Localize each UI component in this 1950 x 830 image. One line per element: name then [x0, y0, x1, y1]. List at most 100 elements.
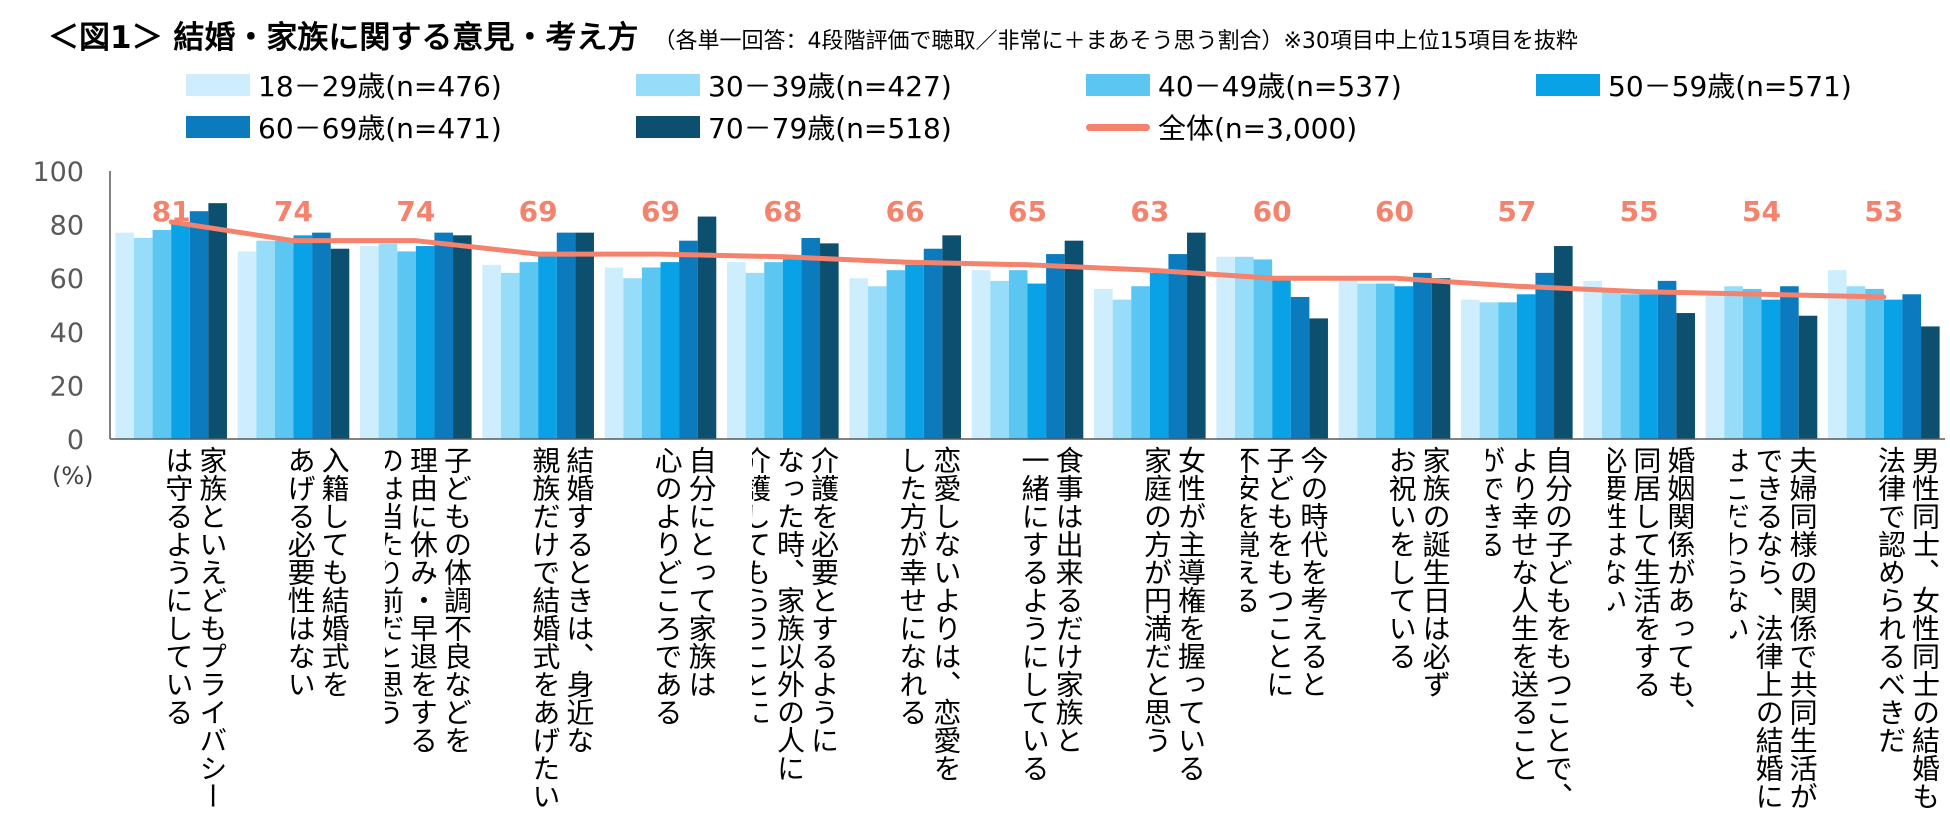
bar — [330, 248, 350, 439]
bar — [397, 251, 416, 439]
bar — [519, 262, 539, 439]
bar — [360, 246, 379, 439]
total-data-label: 54 — [1742, 195, 1781, 228]
bar — [1008, 270, 1028, 439]
bar — [820, 243, 839, 439]
legend: 18－29歳(n=476) 30－39歳(n=427) 40－49歳(n=537… — [0, 0, 1950, 145]
bar — [679, 240, 698, 439]
bar — [1516, 294, 1536, 439]
y-tick-label: 0 — [67, 425, 84, 456]
bar — [923, 248, 943, 439]
x-category-label: 恋愛しないよりは、恋愛を した方が幸せになれる — [895, 446, 963, 782]
x-category-label: 今の時代を考えると 子どもをもつことに 不安を覚える — [1241, 446, 1330, 698]
bar — [538, 254, 557, 439]
bar — [1094, 288, 1113, 439]
bar — [1676, 313, 1695, 439]
bar — [1431, 278, 1451, 439]
bar — [1112, 299, 1132, 439]
bar — [208, 203, 227, 439]
x-category-label: 子どもの体調不良などを 理由に休み・早退をする のは当たり前だと思う — [384, 446, 473, 754]
bar — [942, 235, 961, 439]
legend-item-60-69: 60－69歳(n=471) — [186, 110, 502, 145]
bar — [623, 278, 642, 439]
bar — [256, 240, 275, 439]
total-data-label: 74 — [274, 195, 313, 228]
legend-item-70-79: 70－79歳(n=518) — [636, 110, 952, 145]
legend-item-50-59: 50－59歳(n=571) — [1536, 68, 1852, 103]
legend-label: 全体(n=3,000) — [1158, 112, 1358, 145]
bar — [990, 280, 1009, 439]
bar — [1168, 254, 1188, 439]
bar — [415, 246, 435, 439]
total-data-label: 63 — [1130, 195, 1169, 228]
bar — [378, 243, 398, 439]
bar — [1131, 286, 1150, 439]
bar — [764, 262, 783, 439]
bar — [1461, 299, 1480, 439]
bar — [1583, 280, 1602, 439]
total-data-label: 69 — [519, 195, 558, 228]
x-category-label: 家族といえどもプライバシー は守るようにしている — [161, 446, 229, 810]
total-series-line — [168, 219, 1887, 300]
bar — [1724, 286, 1743, 439]
chart-title-main: ＜図1＞ 結婚・家族に関する意見・考え方 — [48, 20, 639, 56]
bar — [312, 232, 331, 439]
y-axis-unit: (%) — [52, 462, 94, 490]
bar — [727, 262, 746, 439]
bar — [1338, 278, 1358, 439]
y-tick-label: 20 — [50, 371, 84, 402]
bar — [1027, 283, 1047, 439]
x-category-label: 婚姻関係があっても、 同居して生活をする 必要性はない — [1608, 446, 1697, 726]
legend-label: 18－29歳(n=476) — [258, 70, 502, 103]
total-data-label: 66 — [886, 195, 925, 228]
x-category-label: 男性同士、女性同士の結婚も 法律で認められるべきだ — [1873, 446, 1941, 810]
chart-title-sub: （各単一回答：4段階評価で聴取／非常に＋まあそう思う割合）※30項目中上位15項… — [653, 29, 1578, 54]
bar — [1253, 259, 1273, 439]
bar — [1498, 302, 1517, 439]
bar — [1290, 296, 1310, 439]
bar — [133, 238, 153, 439]
total-data-label: 81 — [152, 195, 191, 228]
bar — [1705, 294, 1725, 439]
bar — [1357, 283, 1376, 439]
bar — [1761, 299, 1781, 439]
total-data-label: 60 — [1253, 195, 1292, 228]
legend-label: 50－59歳(n=571) — [1608, 70, 1852, 103]
x-category-label: 家族の誕生日は必ず お祝いをしている — [1384, 446, 1452, 698]
total-data-label: 74 — [396, 195, 435, 228]
bar — [237, 251, 257, 439]
legend-item-18-29: 18－29歳(n=476) — [186, 68, 502, 103]
legend-swatch — [636, 116, 700, 138]
bar — [1479, 302, 1499, 439]
bar — [434, 232, 454, 439]
y-tick-label: 80 — [50, 211, 84, 242]
total-data-label: 65 — [1008, 195, 1047, 228]
legend-swatch — [636, 74, 700, 96]
total-data-label: 60 — [1375, 195, 1414, 228]
legend-item-30-39: 30－39歳(n=427) — [636, 68, 952, 103]
bar — [274, 240, 294, 439]
legend-line-swatch — [1086, 123, 1150, 131]
bar — [660, 262, 680, 439]
bar — [1064, 240, 1084, 439]
bar — [1272, 278, 1291, 439]
bar — [1828, 270, 1847, 439]
bar — [886, 270, 906, 439]
bar — [1921, 326, 1940, 439]
bar — [1846, 286, 1866, 439]
total-data-label: 57 — [1497, 195, 1536, 228]
bar — [782, 259, 802, 439]
bar — [1902, 294, 1922, 439]
x-category-label: 自分の子どもをもつことで、 より幸せな人生を送ること ができる — [1485, 446, 1574, 810]
bar — [1883, 299, 1903, 439]
x-category-label: 自分にとって家族は 心のよりどころである — [650, 446, 718, 726]
y-tick-label: 60 — [50, 264, 84, 295]
legend-swatch — [1536, 74, 1600, 96]
bar — [1375, 283, 1395, 439]
x-category-label: 介護を必要とするように なった時、家族以外の人に 介護してもらうことに 抵抗はな… — [751, 446, 840, 782]
x-category-label: 結婚するときは、身近な 親族だけで結婚式をあげたい — [528, 446, 596, 810]
bar — [575, 232, 594, 439]
bar — [1639, 294, 1658, 439]
bar — [697, 216, 717, 439]
